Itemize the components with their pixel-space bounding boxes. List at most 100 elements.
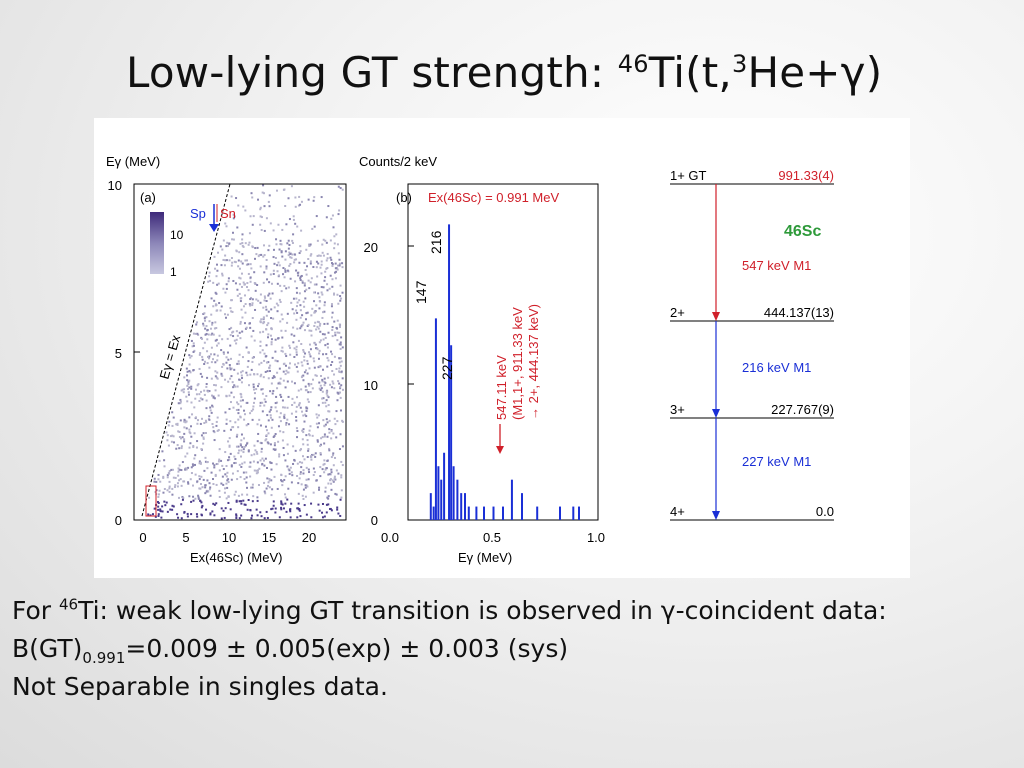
scatter-point	[243, 283, 246, 286]
scatter-point	[290, 333, 293, 336]
scatter-point	[310, 502, 313, 505]
scatter-point	[275, 463, 278, 466]
scatter-point	[212, 426, 215, 429]
scatter-point	[275, 302, 278, 305]
scatter-point	[324, 401, 327, 404]
scatter-point	[307, 400, 310, 403]
scatter-point	[239, 442, 242, 445]
scatter-point	[324, 486, 327, 489]
scatter-point	[298, 252, 301, 255]
scatter-point	[267, 322, 270, 325]
scatter-point	[251, 246, 254, 249]
scatter-point	[224, 378, 227, 381]
scatter-point	[324, 490, 327, 493]
scatter-point	[281, 228, 284, 231]
scatter-point	[316, 426, 319, 429]
scatter-point	[267, 249, 270, 252]
scatter-point	[206, 479, 209, 482]
scatter-point	[289, 362, 292, 365]
scatter-point	[321, 333, 324, 336]
scatter-point	[184, 421, 187, 424]
scatter-point	[194, 497, 197, 500]
scatter-point	[235, 250, 238, 253]
scatter-point	[232, 213, 235, 216]
scatter-point	[183, 420, 186, 423]
scatter-point	[235, 514, 238, 517]
scatter-point	[197, 333, 200, 336]
scatter-point	[298, 292, 301, 295]
scatter-point	[298, 195, 301, 198]
scatter-point	[295, 269, 298, 272]
scatter-point	[276, 401, 279, 404]
scatter-point	[259, 206, 262, 209]
scatter-point	[282, 446, 285, 449]
scatter-point	[238, 331, 241, 334]
scatter-point	[324, 344, 327, 347]
scatter-point	[236, 226, 239, 229]
scatter-point	[334, 334, 337, 337]
scatter-point	[324, 468, 327, 471]
scatter-point	[188, 428, 191, 431]
scatter-point	[297, 404, 300, 407]
scatter-point	[262, 281, 265, 284]
scatter-point	[176, 485, 179, 488]
scatter-point	[178, 447, 181, 450]
scatter-point	[259, 340, 262, 343]
scatter-point	[282, 273, 285, 276]
scatter-point	[270, 468, 273, 471]
scatter-point	[196, 480, 199, 483]
scatter-point	[326, 421, 329, 424]
scatter-point	[265, 308, 268, 311]
scatter-point	[226, 351, 229, 354]
scatter-point	[320, 272, 323, 275]
scatter-point	[224, 259, 227, 262]
scatter-point	[294, 222, 297, 225]
scatter-point	[239, 337, 242, 340]
scatter-point	[259, 511, 262, 514]
scatter-point	[336, 268, 339, 271]
scatter-point	[289, 466, 292, 469]
scatter-point	[315, 283, 318, 286]
scatter-point	[335, 469, 338, 472]
scatter-point	[270, 343, 273, 346]
scatter-point	[338, 326, 341, 329]
scatter-point	[231, 331, 234, 334]
scatter-point	[227, 358, 230, 361]
scatter-point	[213, 397, 216, 400]
scatter-point	[323, 471, 326, 474]
scatter-point	[166, 489, 169, 492]
scatter-point	[179, 402, 182, 405]
scatter-point	[217, 342, 220, 345]
scatter-point	[282, 370, 285, 373]
scatter-point	[330, 468, 333, 471]
scatter-point	[319, 300, 322, 303]
scatter-point	[184, 419, 187, 422]
scatter-point	[212, 462, 215, 465]
scatter-point	[325, 503, 328, 506]
scatter-point	[210, 346, 213, 349]
scatter-point	[236, 433, 239, 436]
scatter-point	[221, 374, 224, 377]
scatter-point	[335, 326, 338, 329]
scatter-point	[204, 460, 207, 463]
scatter-point	[321, 293, 324, 296]
scatter-point	[297, 492, 300, 495]
scatter-point	[305, 478, 308, 481]
panel-a-xtick: 5	[182, 530, 189, 545]
scatter-point	[275, 395, 278, 398]
scatter-point	[308, 343, 311, 346]
scatter-point	[216, 359, 219, 362]
scatter-point	[338, 209, 341, 212]
scatter-point	[322, 419, 325, 422]
scatter-point	[239, 300, 242, 303]
scatter-point	[324, 336, 327, 339]
scatter-point	[194, 454, 197, 457]
scatter-point	[259, 320, 262, 323]
scatter-point	[304, 352, 307, 355]
scatter-point	[295, 305, 298, 308]
scatter-point	[209, 513, 212, 516]
scatter-point	[289, 508, 292, 511]
scatter-point	[315, 374, 318, 377]
scatter-point	[237, 418, 240, 421]
panel-b-ytick: 20	[364, 240, 378, 255]
